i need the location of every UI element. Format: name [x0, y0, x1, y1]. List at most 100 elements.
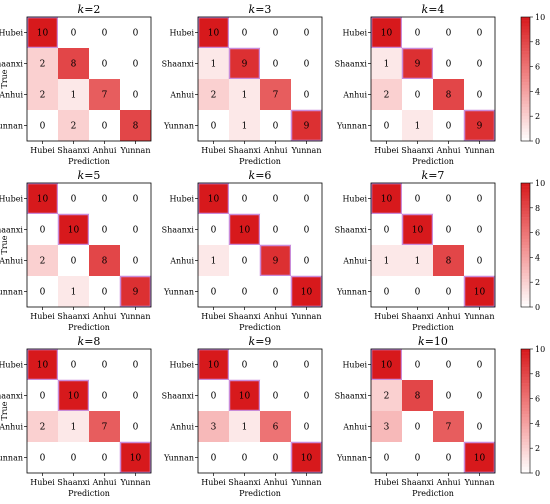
cell-highlight [228, 47, 261, 80]
colorbar-segment [521, 257, 530, 261]
cell-value-label: 0 [242, 29, 248, 39]
y-tick-label: Shaanxi [162, 226, 195, 235]
x-axis-label: Prediction [68, 489, 110, 498]
heatmap-cell-r3-c1 [402, 442, 433, 473]
cell-highlight [463, 275, 496, 308]
cell-value-label: 0 [384, 122, 390, 132]
heatmap-cell-r0-c1 [58, 349, 89, 380]
cell-highlight [370, 182, 403, 215]
colorbar-segment [521, 198, 530, 202]
cell-value-label: 2 [40, 257, 46, 267]
heatmap-cell-r1-c3 [464, 214, 495, 245]
cell-value-label: 0 [133, 392, 139, 402]
heatmap-cell-r2-c3 [291, 411, 322, 442]
heatmap-cell-r1-c3 [291, 214, 322, 245]
colorbar-segment [521, 210, 530, 215]
y-tick-label: Shaanxi [0, 226, 23, 235]
colorbar-segment [521, 423, 530, 427]
cell-value-label: 0 [273, 392, 279, 402]
colorbar-segment [521, 349, 530, 353]
colorbar-segment [521, 100, 530, 105]
heatmap-cell-r2-c1 [58, 411, 89, 442]
colorbar-segment [521, 125, 530, 129]
colorbar-segment [521, 238, 530, 243]
heatmap-cell-r1-c1 [229, 48, 260, 79]
cell-value-label: 0 [384, 288, 390, 298]
colorbar-segment [521, 435, 530, 440]
panel-title: k=10 [418, 335, 448, 348]
y-tick-label: Anhui [342, 257, 367, 266]
colorbar-segment [521, 97, 530, 101]
colorbar-segment [521, 195, 530, 199]
cell-value-label: 10 [37, 361, 49, 371]
colorbar-segment [521, 352, 530, 356]
x-tick-label: Yunnan [291, 312, 322, 321]
colorbar-segment [521, 131, 530, 136]
heatmap-cell-r3-c1 [402, 110, 433, 141]
colorbar-segment [521, 94, 530, 98]
heatmap-cell-r2-c2 [433, 245, 464, 276]
panel-title-eq: =6 [255, 169, 271, 182]
y-tick-label: Anhui [169, 257, 194, 266]
colorbar-segment [521, 245, 530, 249]
colorbar-segment [521, 110, 530, 114]
colorbar-segment [521, 282, 530, 286]
colorbar-segment [521, 414, 530, 418]
heatmap-panel-1: k=210000280021700208HubeiShaanxiAnhuiYun… [0, 3, 152, 166]
heatmap-cell-r0-c2 [433, 183, 464, 214]
heatmap-panel-4: k=5100000100020800109HubeiShaanxiAnhuiYu… [0, 169, 152, 332]
cell-value-label: 1 [384, 257, 390, 267]
colorbar-segment [521, 386, 530, 390]
y-tick-label: Shaanxi [335, 226, 368, 235]
cell-value-label: 0 [133, 60, 139, 70]
x-tick-label: Shaanxi [228, 312, 261, 321]
heatmap-cell-r0-c0 [27, 183, 58, 214]
heatmap-cell-r0-c3 [464, 349, 495, 380]
cell-value-label: 9 [477, 122, 483, 132]
cell-value-label: 1 [211, 257, 217, 267]
heatmap-cell-r1-c3 [120, 380, 151, 411]
heatmap-cell-r3-c0 [27, 442, 58, 473]
cell-highlight [290, 109, 323, 142]
heatmap-cell-r0-c3 [464, 183, 495, 214]
cell-value-label: 10 [239, 392, 251, 402]
colorbar-segment [521, 72, 530, 77]
heatmap-cell-r1-c1 [58, 380, 89, 411]
x-tick-label: Shaanxi [401, 478, 434, 487]
colorbar-segment [521, 220, 530, 224]
x-axis-label: Prediction [68, 323, 110, 332]
heatmap-cell-r1-c1 [402, 214, 433, 245]
heatmap-cell-r2-c1 [229, 79, 260, 110]
heatmap-cell-r1-c0 [27, 214, 58, 245]
heatmap-cell-r3-c2 [89, 276, 120, 307]
panel-frame [26, 16, 152, 142]
cell-value-label: 2 [40, 91, 46, 101]
heatmap-cell-r3-c0 [371, 110, 402, 141]
heatmap-cell-r0-c2 [260, 349, 291, 380]
panel-title-k: k [78, 335, 85, 348]
cell-value-label: 10 [412, 226, 424, 236]
cell-value-label: 0 [40, 392, 46, 402]
heatmap-cell-r2-c1 [402, 411, 433, 442]
cell-value-label: 0 [211, 392, 217, 402]
colorbar-segment [521, 75, 530, 80]
cell-value-label: 1 [242, 91, 248, 101]
colorbar-segment [521, 463, 530, 468]
y-tick-label: Anhui [0, 91, 23, 100]
heatmap-cell-r0-c0 [371, 183, 402, 214]
x-axis-label: Prediction [239, 323, 281, 332]
cell-value-label: 10 [381, 195, 393, 205]
cell-highlight [26, 182, 59, 215]
cell-value-label: 7 [102, 423, 108, 433]
heatmap-cell-r1-c2 [433, 380, 464, 411]
y-tick-label: Yunnan [0, 122, 23, 131]
panel-frame [197, 16, 323, 142]
colorbar-tick-label: 2 [535, 444, 540, 453]
heatmap-cell-r0-c2 [260, 183, 291, 214]
heatmap-cell-r0-c0 [27, 17, 58, 48]
colorbar-tick-label: 8 [535, 204, 540, 213]
panel-title-eq: =9 [255, 335, 271, 348]
panel-title: k=3 [249, 3, 272, 16]
heatmap-cell-r0-c2 [260, 17, 291, 48]
